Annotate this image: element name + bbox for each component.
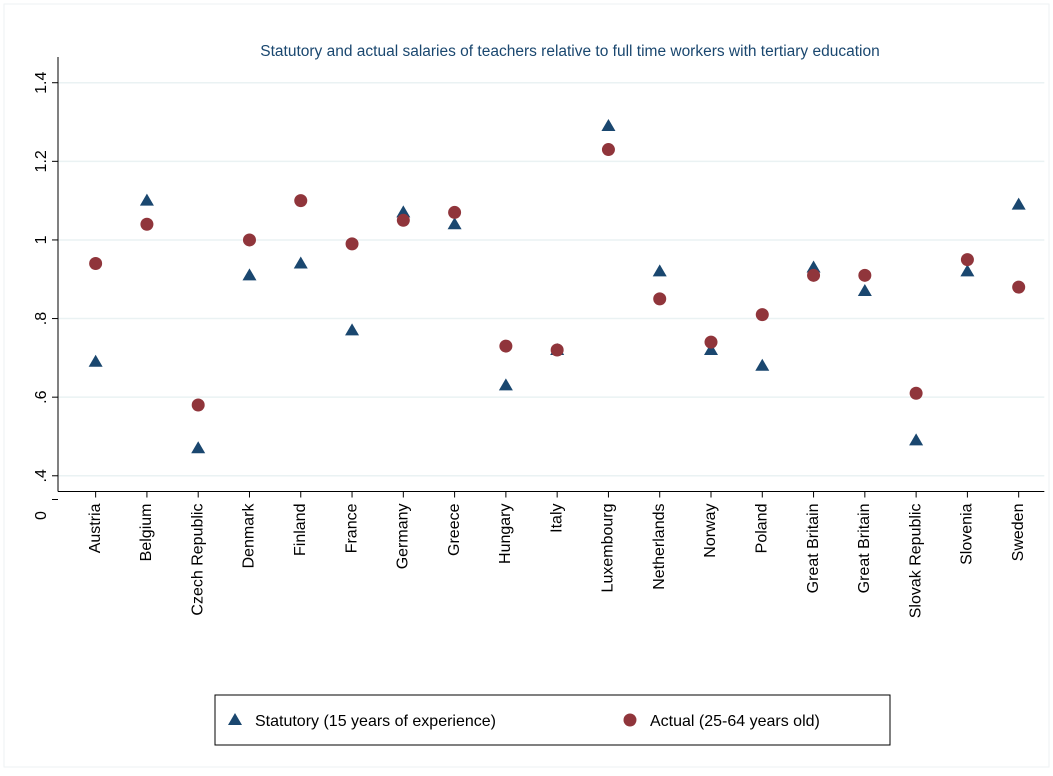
triangle-marker <box>704 343 718 355</box>
x-tick-label: Norway <box>702 504 719 558</box>
chart-title: Statutory and actual salaries of teacher… <box>260 43 879 60</box>
x-tick-label: Poland <box>753 504 770 554</box>
circle-marker <box>960 253 974 267</box>
x-tick-label: Finland <box>292 504 309 556</box>
x-tick-label: Greece <box>446 503 463 556</box>
circle-marker <box>140 217 154 231</box>
triangle-marker <box>447 217 462 230</box>
x-tick-label: Hungary <box>497 504 514 564</box>
y-tick-label: 1 <box>33 235 50 244</box>
triangle-marker <box>857 284 872 297</box>
circle-marker <box>653 292 667 306</box>
circle-marker <box>89 257 103 271</box>
circle-marker <box>755 308 769 322</box>
legend-marker <box>228 713 242 725</box>
legend-label: Actual (25-64 years old) <box>650 713 820 730</box>
circle-marker <box>396 213 410 227</box>
triangle-marker <box>139 193 154 206</box>
x-tick-label: Denmark <box>241 503 258 569</box>
x-tick-label: Sweden <box>1010 503 1027 561</box>
triangle-marker <box>293 256 308 269</box>
circle-marker <box>242 233 256 247</box>
triangle-marker <box>601 118 616 131</box>
triangle-marker <box>960 264 975 277</box>
y-tick-label: .6 <box>33 390 50 403</box>
x-tick-label: Italy <box>548 504 565 533</box>
triangle-marker <box>242 268 257 281</box>
legend <box>214 694 891 746</box>
circle-marker <box>191 398 205 412</box>
legend-marker <box>623 713 637 727</box>
circle-marker <box>448 205 462 219</box>
triangle-marker <box>652 264 667 277</box>
x-tick-label: Belgium <box>138 504 155 562</box>
x-tick-label: Great Britain <box>856 504 873 594</box>
circle-marker <box>1012 280 1026 294</box>
legend-label: Statutory (15 years of experience) <box>255 713 496 730</box>
x-tick-label: Czech Republic <box>189 504 206 616</box>
y-tick-label: .4 <box>33 469 50 482</box>
circle-marker <box>909 386 923 400</box>
triangle-marker <box>1011 197 1026 210</box>
circle-marker <box>294 194 308 208</box>
circle-marker <box>601 143 615 157</box>
x-tick-label: Germany <box>395 504 412 570</box>
background <box>3 3 1050 768</box>
circle-marker <box>858 268 872 282</box>
triangle-marker <box>806 260 821 273</box>
x-tick-label: Netherlands <box>651 504 668 590</box>
triangle-marker <box>909 433 924 446</box>
circle-marker <box>807 268 821 282</box>
triangle-marker <box>191 441 206 454</box>
triangle-marker <box>88 354 103 367</box>
y-tick-label: 1.2 <box>33 150 50 172</box>
x-tick-label: Great Britain <box>805 504 822 594</box>
triangle-marker <box>755 358 770 371</box>
x-tick-label: Austria <box>87 503 104 553</box>
triangle-marker <box>396 205 411 218</box>
x-tick-label: Slovak Republic <box>907 504 924 619</box>
y-tick-label: .8 <box>33 312 50 325</box>
circle-marker <box>704 335 718 349</box>
y-origin-label: 0 <box>33 511 50 520</box>
x-tick-label: France <box>343 503 360 553</box>
x-tick-label: Slovenia <box>959 503 976 564</box>
triangle-marker <box>345 323 360 336</box>
x-tick-label: Luxembourg <box>600 504 617 593</box>
circle-marker <box>345 237 359 251</box>
triangle-marker <box>498 378 513 391</box>
circle-marker <box>550 343 564 357</box>
y-tick-label: 1.4 <box>33 72 50 94</box>
circle-marker <box>499 339 513 353</box>
